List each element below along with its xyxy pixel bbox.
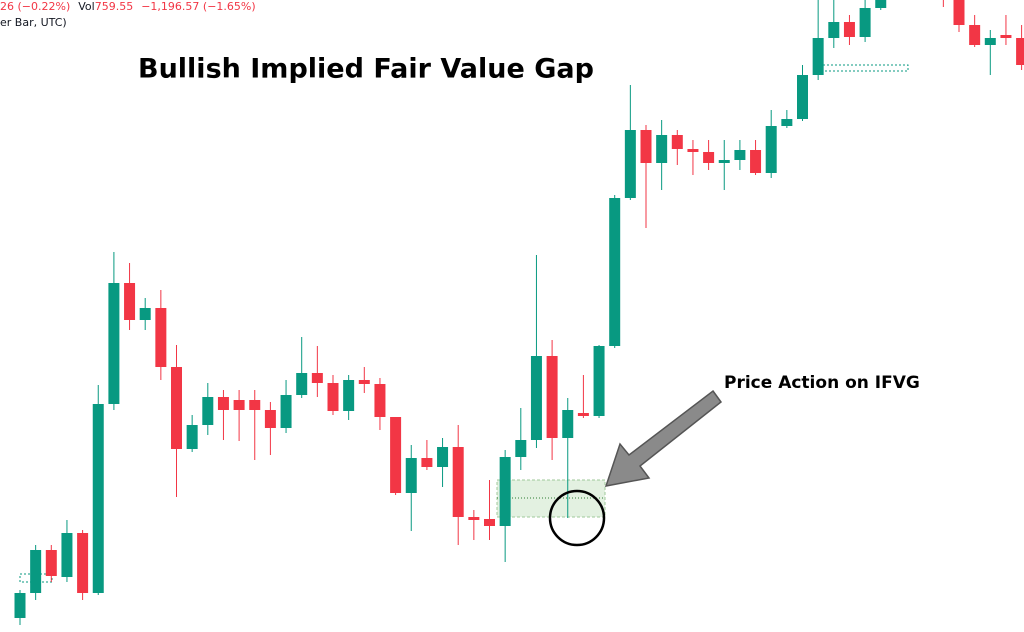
- candle-body: [499, 457, 511, 526]
- header-line2: er Bar, UTC): [0, 16, 67, 29]
- candle-body: [593, 346, 605, 416]
- candle-body: [750, 150, 762, 173]
- candle-body: [656, 135, 668, 163]
- fvg-box: [814, 64, 909, 72]
- candle-body: [139, 308, 151, 320]
- candle-body: [296, 373, 308, 395]
- candle-body: [374, 384, 386, 417]
- candle-body: [859, 8, 871, 37]
- candle-body: [609, 198, 621, 346]
- candle-body: [843, 22, 855, 37]
- candle-body: [969, 25, 981, 45]
- candle-body: [390, 417, 402, 493]
- candle-body: [30, 550, 42, 593]
- candle-body: [1000, 35, 1012, 38]
- candle-body: [155, 308, 167, 367]
- candle-body: [280, 395, 292, 428]
- candle-body: [781, 119, 793, 126]
- candle-body: [421, 458, 433, 467]
- header-vol-change: −1,196.57 (−1.65%): [141, 0, 255, 13]
- candle-body: [953, 0, 965, 25]
- highlight-circle: [548, 489, 606, 547]
- candle-body: [718, 160, 730, 163]
- candle-body: [171, 367, 182, 449]
- candle-body: [249, 400, 261, 410]
- chart-title: Bullish Implied Fair Value Gap: [138, 54, 594, 85]
- candle-body: [468, 517, 480, 520]
- candle-body: [765, 126, 777, 173]
- candle-body: [984, 38, 996, 45]
- candle-body: [61, 533, 73, 577]
- candle-body: [797, 75, 808, 119]
- candle-body: [828, 22, 840, 38]
- candle-body: [546, 356, 558, 438]
- candle-body: [484, 519, 495, 526]
- candle-body: [452, 447, 464, 517]
- candles: [14, 0, 1024, 625]
- annotation: Price Action on IFVG: [724, 373, 920, 393]
- header-vol-label: Vol: [78, 0, 94, 13]
- candle-body: [108, 283, 120, 404]
- candle-body: [1016, 38, 1024, 65]
- candle-body: [92, 404, 104, 593]
- candle-body: [45, 550, 57, 576]
- candle-body: [77, 533, 89, 593]
- candle-body: [327, 383, 339, 411]
- candle-body: [577, 413, 589, 416]
- header-vol-value: 759.55: [95, 0, 134, 13]
- candle-body: [812, 38, 824, 75]
- candle-body: [217, 397, 229, 410]
- candle-body: [264, 410, 276, 428]
- candle-body: [734, 150, 746, 160]
- candle-body: [624, 130, 636, 198]
- candle-body: [186, 425, 198, 449]
- candle-body: [640, 130, 652, 163]
- candle-body: [358, 380, 370, 384]
- candle-body: [515, 440, 527, 457]
- candle-body: [703, 152, 715, 163]
- candle-body: [687, 149, 699, 152]
- candle-body: [202, 397, 214, 425]
- candle-body: [562, 410, 574, 438]
- candle-body: [530, 356, 542, 440]
- candle-body: [437, 447, 449, 467]
- header-line1: 26 (−0.22%) Vol759.55 −1,196.57 (−1.65%): [0, 0, 256, 13]
- candle-body: [343, 380, 355, 411]
- arrow: [604, 389, 723, 487]
- candle-body: [233, 400, 245, 410]
- candle-body: [311, 373, 323, 383]
- candle-body: [124, 283, 136, 320]
- candle-body: [875, 0, 887, 8]
- candle-body: [671, 135, 683, 149]
- candle-body: [14, 593, 26, 618]
- header-change: 26 (−0.22%): [0, 0, 70, 13]
- candle-body: [405, 458, 417, 493]
- overlay: Bullish Implied Fair Value Gap Price Act…: [0, 0, 920, 547]
